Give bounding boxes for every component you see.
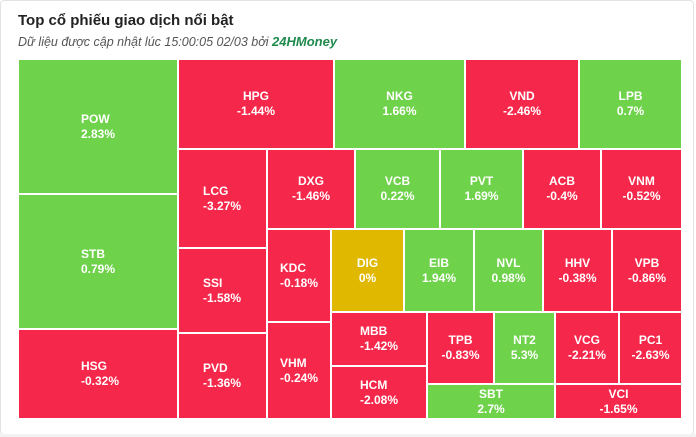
update-text: Dữ liệu được cập nhật lúc 15:00:05 02/03… <box>18 35 273 49</box>
tile-lpb[interactable]: LPB 0.7% <box>579 59 682 149</box>
tile-symbol: NVL <box>496 255 521 270</box>
tile-symbol: NKG <box>386 89 413 103</box>
tile-change: 0.98% <box>491 270 526 285</box>
brand-link[interactable]: 24HMoney <box>272 34 338 49</box>
tile-change: 1.66% <box>382 104 417 118</box>
tile-change: 2.83% <box>81 126 116 141</box>
tile-change: 0.79% <box>81 261 116 276</box>
tile-change: -0.24% <box>280 370 319 385</box>
tile-vnm[interactable]: VNM -0.52% <box>601 149 682 229</box>
tile-symbol: PVD <box>203 361 228 375</box>
tile-change: 1.69% <box>464 189 499 203</box>
tile-kdc[interactable]: KDC -0.18% <box>267 229 331 322</box>
tile-symbol: LPB <box>618 89 643 103</box>
tile-dig[interactable]: DIG 0% <box>331 229 404 312</box>
tile-lcg[interactable]: LCG -3.27% <box>178 149 267 248</box>
tile-symbol: VND <box>509 89 535 103</box>
card-title: Top cổ phiếu giao dịch nổi bật <box>18 12 234 29</box>
tile-symbol: VCB <box>384 174 411 188</box>
tile-change: 5.3% <box>510 348 539 362</box>
tile-symbol: VHM <box>280 355 307 370</box>
tile-change: 0.22% <box>380 189 415 203</box>
tile-symbol: DIG <box>356 255 379 270</box>
tile-ssi[interactable]: SSI -1.58% <box>178 248 267 333</box>
tile-vnd[interactable]: VND -2.46% <box>465 59 579 149</box>
tile-hsg[interactable]: HSG -0.32% <box>18 329 178 419</box>
tile-change: -0.38% <box>558 270 597 285</box>
stock-treemap: POW 2.83% STB 0.79% HSG -0.32% HPG -1.44% NK… <box>18 59 682 419</box>
tile-symbol: TPB <box>448 333 473 347</box>
tile-change: 1.94% <box>421 270 457 285</box>
tile-hhv[interactable]: HHV -0.38% <box>543 229 612 312</box>
tile-vci[interactable]: VCI -1.65% <box>555 384 682 419</box>
tile-tpb[interactable]: TPB -0.83% <box>427 312 494 384</box>
tile-symbol: PC1 <box>638 333 663 347</box>
tile-change: -1.46% <box>291 189 331 203</box>
tile-symbol: HSG <box>81 359 108 373</box>
tile-symbol: VCG <box>573 333 600 347</box>
tile-vhm[interactable]: VHM -0.24% <box>267 322 331 419</box>
tile-symbol: SSI <box>203 275 223 290</box>
bottom-divider <box>0 434 696 437</box>
tile-change: 2.7% <box>477 401 505 416</box>
tile-change: -0.83% <box>441 348 480 362</box>
tile-hcm[interactable]: HCM -2.08% <box>331 366 427 419</box>
tile-symbol: SBT <box>478 386 503 401</box>
tile-change: -1.65% <box>599 401 638 416</box>
tile-mbb[interactable]: MBB -1.42% <box>331 312 427 366</box>
tile-vpb[interactable]: VPB -0.86% <box>612 229 682 312</box>
tile-symbol: KDC <box>280 260 306 275</box>
tile-symbol: MBB <box>360 324 388 338</box>
tile-change: 0.7% <box>616 104 645 118</box>
tile-change: -1.58% <box>203 290 242 305</box>
update-info: Dữ liệu được cập nhật lúc 15:00:05 02/03… <box>18 34 337 49</box>
tile-symbol: VPB <box>634 255 660 270</box>
tile-change: -1.44% <box>236 104 276 118</box>
tile-change: 0% <box>358 270 377 285</box>
tile-symbol: EIB <box>428 255 449 270</box>
tile-change: -1.42% <box>360 339 399 353</box>
tile-pvt[interactable]: PVT 1.69% <box>440 149 523 229</box>
tile-change: -0.32% <box>81 374 120 388</box>
tile-symbol: ACB <box>548 174 575 188</box>
tile-symbol: VNM <box>628 174 655 188</box>
tile-nvl[interactable]: NVL 0.98% <box>474 229 543 312</box>
tile-symbol: NT2 <box>513 333 536 347</box>
tile-symbol: HCM <box>360 377 388 392</box>
tile-sbt[interactable]: SBT 2.7% <box>427 384 555 419</box>
tile-change: -2.21% <box>567 348 607 362</box>
tile-acb[interactable]: ACB -0.4% <box>523 149 601 229</box>
tile-nkg[interactable]: NKG 1.66% <box>334 59 465 149</box>
tile-symbol: PVT <box>469 174 494 188</box>
tile-symbol: HPG <box>242 89 269 103</box>
tile-change: -1.36% <box>203 376 242 390</box>
tile-pc1[interactable]: PC1 -2.63% <box>619 312 682 384</box>
tile-change: -0.52% <box>622 189 661 203</box>
tile-change: -0.18% <box>280 275 319 290</box>
tile-change: -0.4% <box>546 189 578 203</box>
tile-change: -2.63% <box>631 348 670 362</box>
tile-symbol: VCI <box>608 386 629 401</box>
tile-symbol: STB <box>81 246 105 261</box>
tile-pvd[interactable]: PVD -1.36% <box>178 333 267 419</box>
tile-eib[interactable]: EIB 1.94% <box>404 229 474 312</box>
tile-symbol: LCG <box>203 183 229 198</box>
tile-dxg[interactable]: DXG -1.46% <box>267 149 355 229</box>
tile-symbol: HHV <box>564 255 591 270</box>
tile-change: -0.86% <box>627 270 667 285</box>
tile-symbol: DXG <box>297 174 324 188</box>
tile-change: -3.27% <box>203 198 242 213</box>
tile-stb[interactable]: STB 0.79% <box>18 194 178 329</box>
tile-vcg[interactable]: VCG -2.21% <box>555 312 619 384</box>
tile-hpg[interactable]: HPG -1.44% <box>178 59 334 149</box>
tile-change: -2.46% <box>502 104 542 118</box>
tile-change: -2.08% <box>360 392 399 407</box>
tile-nt2[interactable]: NT2 5.3% <box>494 312 555 384</box>
tile-symbol: POW <box>81 111 110 126</box>
tile-pow[interactable]: POW 2.83% <box>18 59 178 194</box>
tile-vcb[interactable]: VCB 0.22% <box>355 149 440 229</box>
